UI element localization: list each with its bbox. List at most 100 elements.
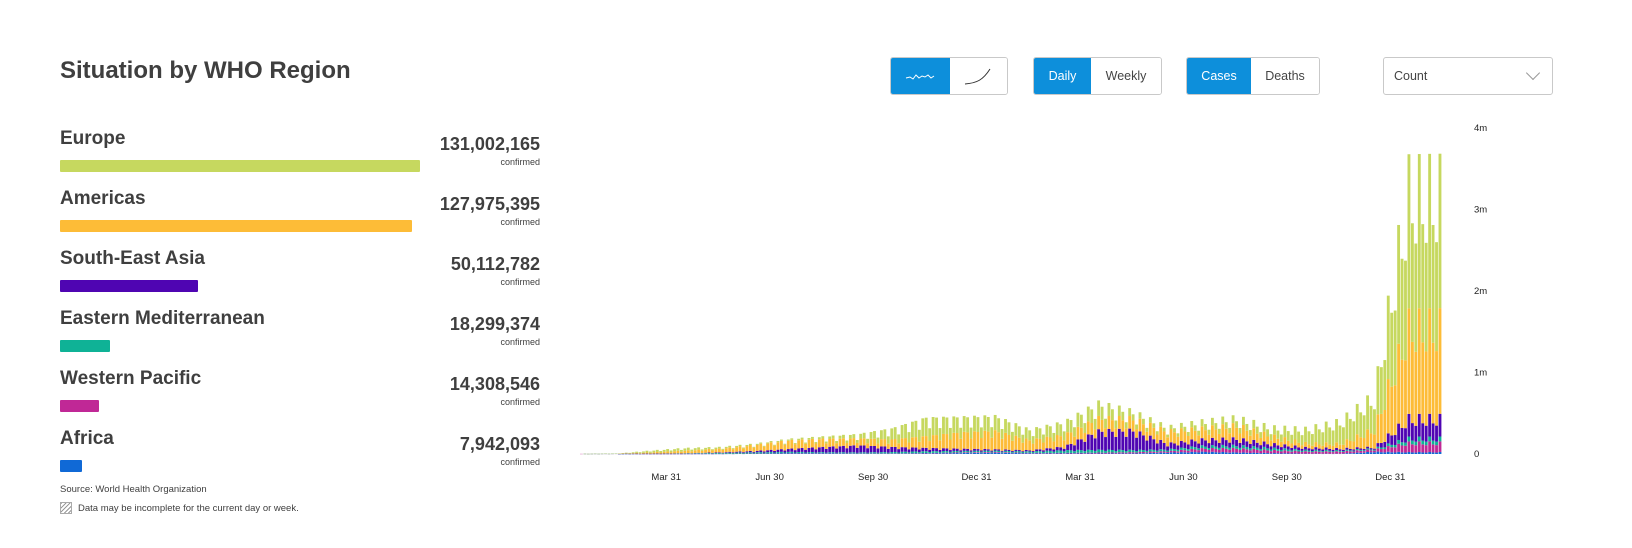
bar-africa <box>1431 452 1435 454</box>
bar-americas <box>1393 385 1397 436</box>
bar-americas <box>831 438 835 447</box>
bar-south-east-asia <box>1345 447 1349 450</box>
region-list: Europe 131,002,165 confirmed Americas 127,97… <box>60 126 540 486</box>
bar-south-east-asia <box>866 448 870 453</box>
bar-eastern-mediterranean <box>1273 447 1276 450</box>
bar-americas <box>990 437 994 451</box>
bar-americas <box>1400 359 1404 428</box>
bar-africa <box>1155 453 1159 454</box>
bar-south-east-asia <box>1300 448 1304 451</box>
bar-europe <box>631 452 635 454</box>
bar-europe <box>624 452 628 454</box>
region-count-europe: 131,002,165 <box>439 134 540 154</box>
bar-americas <box>1173 432 1176 444</box>
bar-europe <box>1276 430 1280 439</box>
bar-africa <box>1400 452 1404 454</box>
bar-africa <box>1007 452 1011 454</box>
bar-eastern-mediterranean <box>1038 451 1042 453</box>
bar-europe <box>1424 242 1428 352</box>
bar-africa <box>966 452 970 454</box>
bar-africa <box>1121 453 1125 454</box>
bar-eastern-mediterranean <box>973 450 976 453</box>
bar-eastern-mediterranean <box>1235 446 1238 449</box>
bar-south-east-asia <box>728 451 732 453</box>
bar-eastern-mediterranean <box>1307 450 1311 452</box>
cumulative-chart-button[interactable] <box>949 58 1007 94</box>
bar-western-pacific <box>1421 444 1425 453</box>
bar-south-east-asia <box>786 449 790 452</box>
bar-south-east-asia <box>1231 437 1235 445</box>
bar-europe <box>1279 434 1283 442</box>
bar-europe <box>1128 408 1132 417</box>
cases-button[interactable]: Cases <box>1187 58 1252 94</box>
bar-eastern-mediterranean <box>1228 447 1232 450</box>
bar-americas <box>1221 424 1225 438</box>
bar-americas <box>807 439 811 448</box>
bar-south-east-asia <box>1214 440 1218 447</box>
bar-africa <box>1100 453 1104 454</box>
bar-americas <box>1355 434 1359 448</box>
region-bar-south-east-asia <box>60 280 198 292</box>
bar-south-east-asia <box>917 449 921 453</box>
bar-south-east-asia <box>828 446 832 453</box>
bar-europe <box>942 416 945 434</box>
bar-eastern-mediterranean <box>1245 446 1249 450</box>
bar-europe <box>997 418 1001 433</box>
bar-europe <box>1290 434 1294 444</box>
bar-eastern-mediterranean <box>1386 443 1390 447</box>
bar-western-pacific <box>986 452 990 453</box>
bar-europe <box>1400 258 1404 360</box>
bar-americas <box>1386 379 1390 434</box>
bar-europe <box>759 442 763 444</box>
bar-europe <box>1079 414 1083 428</box>
bar-south-east-asia <box>1317 448 1321 451</box>
bar-eastern-mediterranean <box>1290 450 1294 452</box>
bar-eastern-mediterranean <box>831 452 835 454</box>
bar-south-east-asia <box>1117 428 1121 450</box>
bar-eastern-mediterranean <box>1183 448 1187 451</box>
linear-chart-button[interactable] <box>891 58 950 94</box>
bar-western-pacific <box>1407 441 1411 452</box>
bar-eastern-mediterranean <box>1345 449 1349 451</box>
bar-western-pacific <box>1293 450 1297 454</box>
bar-americas <box>821 438 825 447</box>
bar-africa <box>766 453 770 454</box>
bar-eastern-mediterranean <box>1173 449 1176 451</box>
bar-europe <box>1059 424 1063 437</box>
bar-africa <box>952 453 956 454</box>
region-row: South-East Asia 50,112,782 confirmed <box>60 246 540 306</box>
bar-americas <box>717 448 721 453</box>
bar-africa <box>979 453 983 454</box>
bar-western-pacific <box>1348 451 1352 454</box>
x-tick-label: Mar 31 <box>651 472 681 483</box>
bar-africa <box>1262 452 1266 454</box>
bar-eastern-mediterranean <box>1086 449 1090 453</box>
bar-europe <box>1421 224 1425 343</box>
bar-eastern-mediterranean <box>1214 446 1218 449</box>
bar-eastern-mediterranean <box>707 453 711 454</box>
bar-africa <box>1252 452 1256 454</box>
bar-europe <box>1055 422 1059 436</box>
bar-africa <box>1386 451 1390 454</box>
bar-europe <box>990 427 994 438</box>
bar-africa <box>817 453 821 454</box>
bar-europe <box>1376 366 1380 415</box>
region-bar-eastern-mediterranean <box>60 340 111 352</box>
y-tick-label: 3m <box>1474 205 1487 216</box>
region-name-western-pacific: Western Pacific <box>60 368 202 389</box>
bar-africa <box>1393 452 1397 454</box>
bar-eastern-mediterranean <box>1417 436 1421 442</box>
region-name-africa: Africa <box>60 428 114 449</box>
bar-south-east-asia <box>1352 449 1356 451</box>
bar-south-east-asia <box>1362 449 1366 451</box>
deaths-button[interactable]: Deaths <box>1251 58 1319 94</box>
daily-button[interactable]: Daily <box>1034 58 1092 94</box>
bar-americas <box>1031 443 1035 452</box>
bar-africa <box>959 453 963 454</box>
metric-select[interactable]: Count <box>1383 57 1553 95</box>
bar-americas <box>1317 444 1321 449</box>
bar-americas <box>1142 424 1145 436</box>
bar-eastern-mediterranean <box>821 452 825 454</box>
bar-americas <box>804 443 807 450</box>
weekly-button[interactable]: Weekly <box>1091 58 1161 94</box>
